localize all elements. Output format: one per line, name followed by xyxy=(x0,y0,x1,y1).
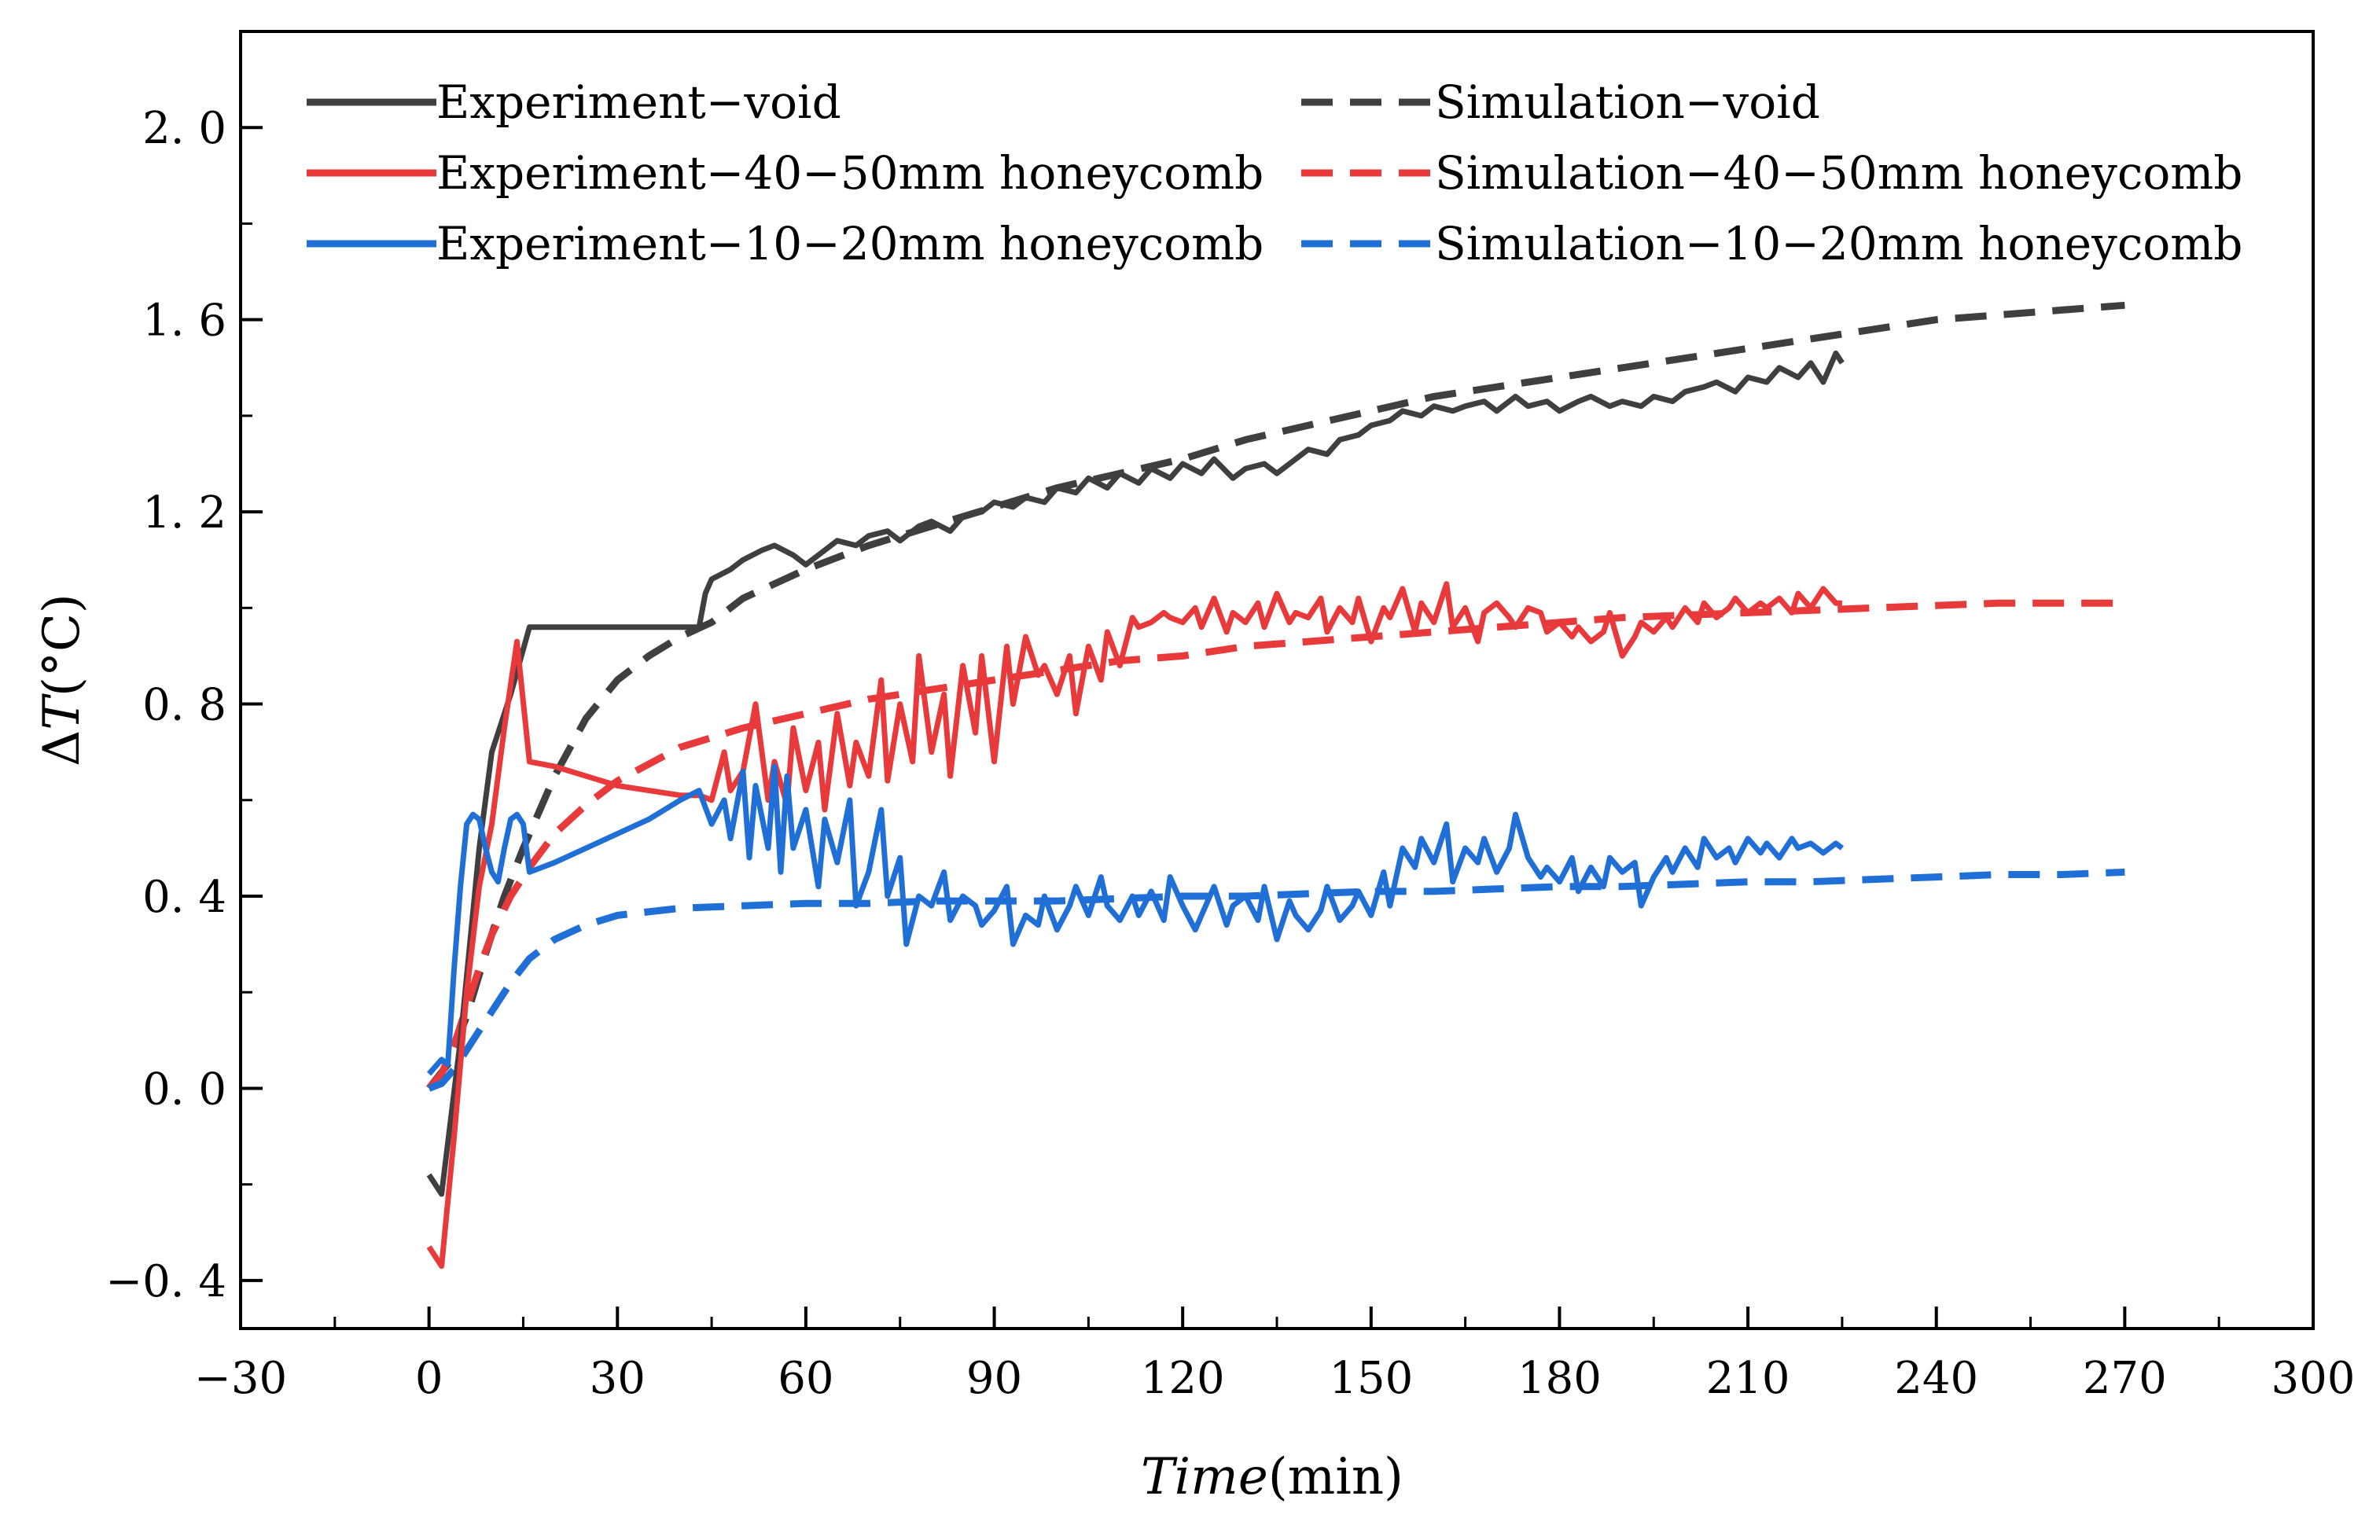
series-layer xyxy=(426,301,2125,1270)
x-axis-title: Time(min) xyxy=(1141,1448,1403,1506)
legend-entry-simulation-10-20mm: Simulation−10−20mm honeycomb xyxy=(1301,217,2242,270)
legend-entry-experiment-void: Experiment−void xyxy=(307,75,841,129)
x-axis: −30 0 30 60 90 120 150 180 210 240 270 300 xyxy=(194,1307,2356,1404)
legend-label: Experiment−40−50mm honeycomb xyxy=(436,146,1264,200)
x-tick-label: 0 xyxy=(415,1353,443,1404)
legend: Experiment−void Simulation−void Experime… xyxy=(307,75,2242,270)
x-tick-label: 150 xyxy=(1329,1353,1413,1404)
y-tick-label: 2. 0 xyxy=(142,103,226,154)
legend-label: Simulation−10−20mm honeycomb xyxy=(1435,217,2242,270)
x-tick-label: 300 xyxy=(2271,1353,2356,1404)
x-tick-label: 60 xyxy=(778,1353,833,1404)
y-axis: −0. 4 0. 0 0. 4 0. 8 1. 2 1. 6 2. 0 xyxy=(105,30,263,1307)
x-axis-title-var: Time xyxy=(1141,1448,1268,1506)
x-tick-label: 210 xyxy=(1706,1353,1790,1404)
x-tick-label: 240 xyxy=(1894,1353,1978,1404)
y-axis-title-unit: (°C) xyxy=(33,594,91,696)
x-tick-label: 120 xyxy=(1141,1353,1225,1404)
y-tick-label: 0. 0 xyxy=(142,1064,226,1115)
y-axis-title-var: T xyxy=(33,693,91,730)
legend-entry-experiment-10-20mm: Experiment−10−20mm honeycomb xyxy=(307,217,1264,270)
y-tick-label: −0. 4 xyxy=(105,1256,226,1307)
series-line-experiment-40-50mm-honeycomb xyxy=(426,581,1842,1270)
x-tick-label: −30 xyxy=(194,1353,287,1404)
legend-label: Simulation−40−50mm honeycomb xyxy=(1435,146,2242,200)
y-axis-title: ΔT(°C) xyxy=(33,594,91,766)
x-tick-label: 90 xyxy=(966,1353,1022,1404)
y-tick-label: 1. 6 xyxy=(142,296,226,347)
series-line-experiment-10-20mm-honeycomb xyxy=(426,763,1845,1076)
series-line-simulation-10-20mm-honeycomb xyxy=(427,868,2125,1092)
x-tick-label: 270 xyxy=(2083,1353,2167,1404)
series-line-experiment-void xyxy=(426,350,1845,1197)
x-axis-title-unit: (min) xyxy=(1268,1448,1403,1506)
legend-label: Experiment−void xyxy=(436,75,841,129)
legend-label: Experiment−10−20mm honeycomb xyxy=(436,217,1264,270)
y-axis-title-delta: Δ xyxy=(33,730,91,766)
legend-entry-experiment-40-50mm: Experiment−40−50mm honeycomb xyxy=(307,146,1264,200)
y-tick-label: 1. 2 xyxy=(142,487,226,538)
legend-entry-simulation-void: Simulation−void xyxy=(1301,75,1820,129)
x-tick-label: 30 xyxy=(590,1353,646,1404)
y-tick-label: 0. 8 xyxy=(142,680,226,731)
series-line-simulation-40-50mm-honeycomb xyxy=(426,599,2125,1091)
legend-entry-simulation-40-50mm: Simulation−40−50mm honeycomb xyxy=(1301,146,2242,200)
legend-label: Simulation−void xyxy=(1435,75,1820,129)
y-tick-label: 0. 4 xyxy=(142,872,226,923)
x-tick-label: 180 xyxy=(1517,1353,1602,1404)
